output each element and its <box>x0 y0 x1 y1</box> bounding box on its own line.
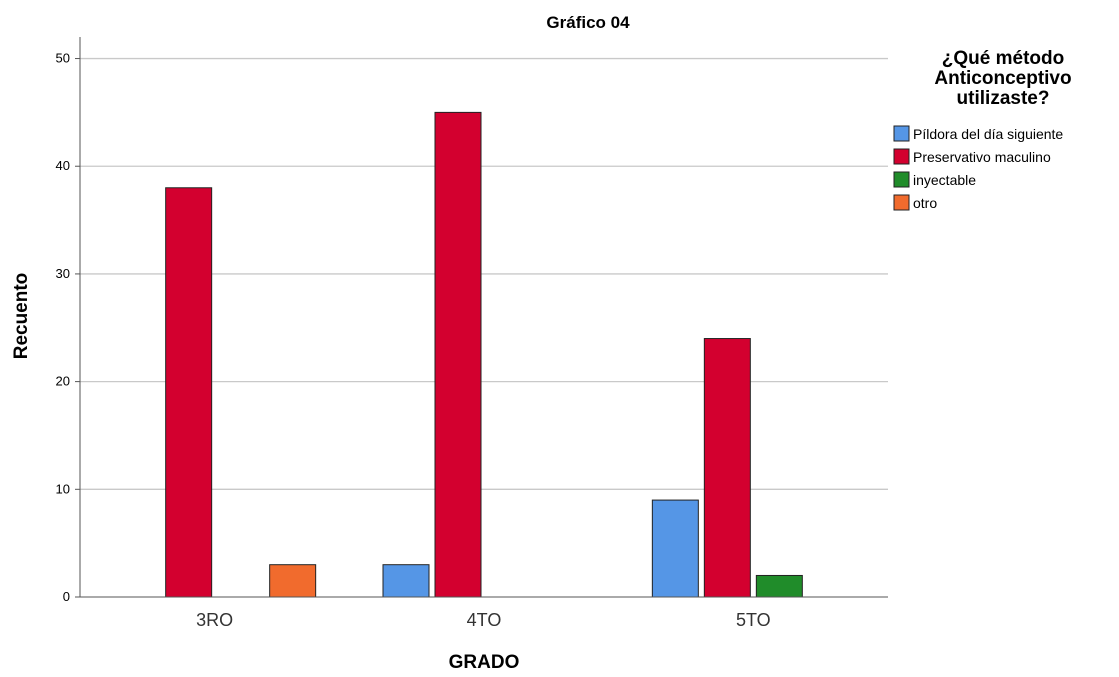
legend-title: utilizaste? <box>957 88 1050 109</box>
y-axis: 0 10 20 30 40 50 <box>56 37 81 604</box>
bar <box>165 187 213 598</box>
chart-title: Gráfico 04 <box>546 13 630 32</box>
legend-label: otro <box>913 195 937 211</box>
legend-title: Anticonceptivo <box>934 68 1071 89</box>
y-tick-label: 50 <box>56 51 70 66</box>
y-tick-label: 20 <box>56 374 70 389</box>
legend-label: Preservativo maculino <box>913 149 1051 165</box>
y-axis-title: Recuento <box>11 273 32 360</box>
legend-title: ¿Qué método <box>942 48 1064 69</box>
bar <box>755 574 803 598</box>
x-tick-label: 4TO <box>467 610 502 630</box>
x-axis: 3RO 4TO 5TO <box>80 596 888 630</box>
bar <box>269 564 317 598</box>
gridlines <box>80 57 888 490</box>
y-tick-label: 0 <box>63 589 70 604</box>
legend-swatch <box>893 194 910 211</box>
bars <box>165 111 803 598</box>
legend-label: Píldora del día siguiente <box>913 126 1063 142</box>
legend-label: inyectable <box>913 172 976 188</box>
y-tick-label: 30 <box>56 266 70 281</box>
bar <box>382 564 430 598</box>
bar <box>651 499 699 598</box>
x-tick-label: 3RO <box>196 610 233 630</box>
legend-swatch <box>893 125 910 142</box>
bar <box>434 111 482 598</box>
legend-swatch <box>893 148 910 165</box>
x-tick-label: 5TO <box>736 610 771 630</box>
x-axis-title: GRADO <box>449 652 520 673</box>
y-tick-label: 10 <box>56 481 70 496</box>
legend-swatch <box>893 171 910 188</box>
bar <box>703 338 751 598</box>
y-tick-label: 40 <box>56 158 70 173</box>
